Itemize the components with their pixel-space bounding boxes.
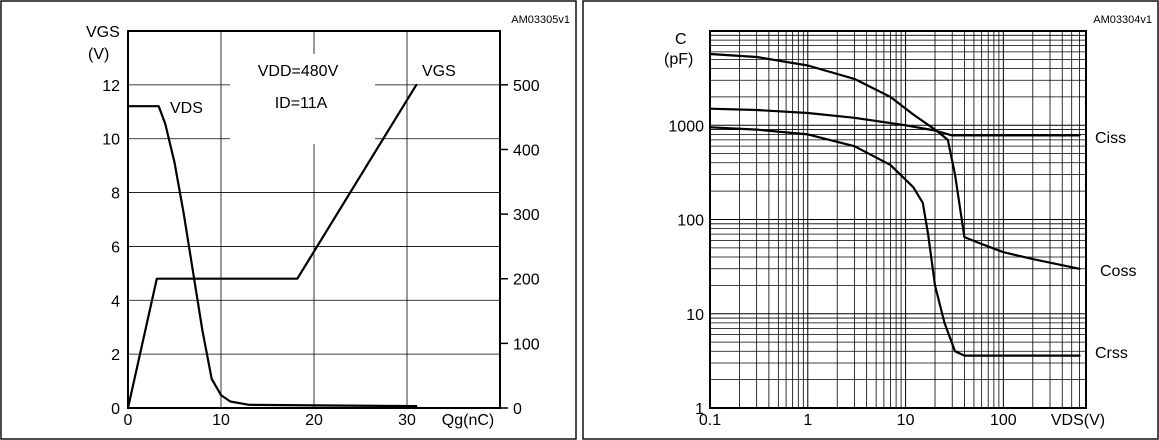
left-xlabel: Qg(nC) — [442, 412, 494, 429]
series-label-crss: Crss — [1095, 345, 1128, 362]
right-ylabel-unit: (pF) — [664, 51, 693, 68]
annotation-box — [230, 54, 375, 144]
series-crss-line — [708, 126, 1081, 357]
series-label-ciss: Ciss — [1095, 130, 1126, 147]
right-series — [708, 52, 1081, 357]
right-ytick-label: 10 — [686, 307, 704, 324]
right-grid — [709, 31, 1087, 409]
left-xtick-label: 0 — [124, 412, 133, 429]
left-ytick-label: 8 — [111, 186, 120, 203]
right-ytick-label: 1000 — [668, 118, 704, 135]
right-chart-code: AM03304v1 — [1093, 14, 1152, 26]
left-xtick-label: 30 — [398, 412, 416, 429]
left-ytick-label: 6 — [111, 239, 120, 256]
series-vds-line — [126, 105, 418, 408]
series-label-vds: VDS — [170, 100, 203, 117]
left-y2tick-label: 300 — [513, 207, 540, 224]
right-xlabel: VDS(V) — [1051, 412, 1105, 429]
right-xtick-label: 100 — [990, 412, 1017, 429]
left-ytick-label: 10 — [102, 132, 120, 149]
series-label-coss: Coss — [1100, 263, 1136, 280]
left-y2tick-label: 500 — [513, 78, 540, 95]
right-xtick-label: 10 — [897, 412, 915, 429]
left-series — [126, 83, 418, 410]
series-vgs-line — [126, 83, 418, 410]
left-xtick-label: 10 — [212, 412, 230, 429]
left-y2tick-label: 100 — [513, 336, 540, 353]
left-ytick-label: 12 — [102, 78, 120, 95]
series-label-vgs: VGS — [422, 63, 456, 80]
right-ytick-label: 1 — [695, 401, 704, 418]
left-ylabel-unit: (V) — [88, 46, 109, 63]
left-series-labels: VGS VDS — [170, 63, 456, 117]
capacitance-chart: AM03304v1 C (pF) VDS(V) 0.1 1 10 1001101001… — [582, 0, 1159, 440]
right-series-labels: Ciss Coss Crss — [1095, 130, 1136, 362]
left-ylabel-top: VGS — [86, 24, 120, 41]
series-ciss-line — [708, 107, 1081, 137]
left-y2tick-label: 400 — [513, 142, 540, 159]
vdd-annotation: VDD=480V — [258, 63, 339, 80]
id-annotation: ID=11A — [275, 95, 328, 112]
right-ylabel-top: C — [675, 31, 687, 48]
right-ytick-label: 100 — [677, 213, 704, 230]
right-plot-area — [709, 30, 1087, 409]
left-chart-code: AM03305v1 — [511, 14, 570, 26]
left-plot-area — [127, 30, 501, 409]
left-y2tick-label: 200 — [513, 272, 540, 289]
right-xtick-label: 1 — [803, 412, 812, 429]
series-coss-line — [708, 52, 1081, 270]
left-ytick-label: 2 — [111, 347, 120, 364]
gate-charge-chart: AM03305v1 VGS (V) Qg(nC) VDD=480V ID=11A… — [0, 0, 577, 440]
left-xtick-label: 20 — [305, 412, 323, 429]
right-xtick-label: 0.1 — [699, 412, 721, 429]
left-y2tick-label: 0 — [513, 401, 522, 418]
left-ytick-label: 4 — [111, 293, 120, 310]
left-ytick-label: 0 — [111, 401, 120, 418]
